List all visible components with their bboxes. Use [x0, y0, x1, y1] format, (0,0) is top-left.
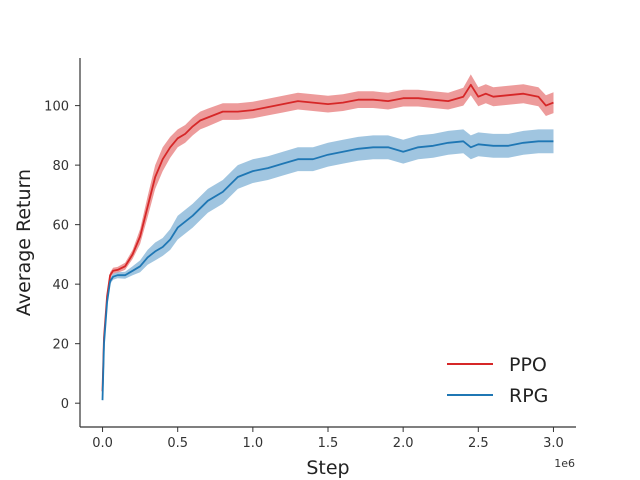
x-tick-label: 1.0: [243, 436, 264, 451]
y-axis-label: Average Return: [13, 169, 35, 316]
series-lines: [101, 83, 554, 401]
legend-label-ppo: PPO: [509, 354, 547, 376]
series-line-rpg: [101, 140, 554, 401]
y-ticks: 0 20 40 60 80 100: [44, 100, 80, 412]
y-tick-label: 0: [61, 397, 69, 412]
x-tick-label: 0.0: [92, 436, 113, 451]
y-tick-label: 100: [44, 100, 69, 115]
x-axis-offset-label: 1e6: [554, 457, 575, 470]
legend-label-rpg: RPG: [509, 385, 548, 407]
series-band-rpg: [102, 129, 554, 401]
y-tick-label: 80: [52, 159, 69, 174]
axes: [79, 58, 576, 428]
y-tick-label: 60: [52, 219, 69, 234]
legend: PPO RPG: [447, 354, 548, 407]
x-tick-label: 0.5: [167, 436, 188, 451]
x-axis-label: Step: [306, 457, 349, 479]
x-tick-label: 2.0: [393, 436, 414, 451]
y-tick-label: 40: [52, 278, 69, 293]
series-line-ppo: [101, 83, 554, 392]
x-tick-label: 3.0: [543, 436, 564, 451]
x-tick-label: 2.5: [468, 436, 489, 451]
x-ticks: 0.0 0.5 1.0 1.5 2.0 2.5 3.0: [92, 427, 564, 451]
series-bands: [102, 74, 554, 401]
y-tick-label: 20: [52, 338, 69, 353]
x-tick-label: 1.5: [318, 436, 339, 451]
